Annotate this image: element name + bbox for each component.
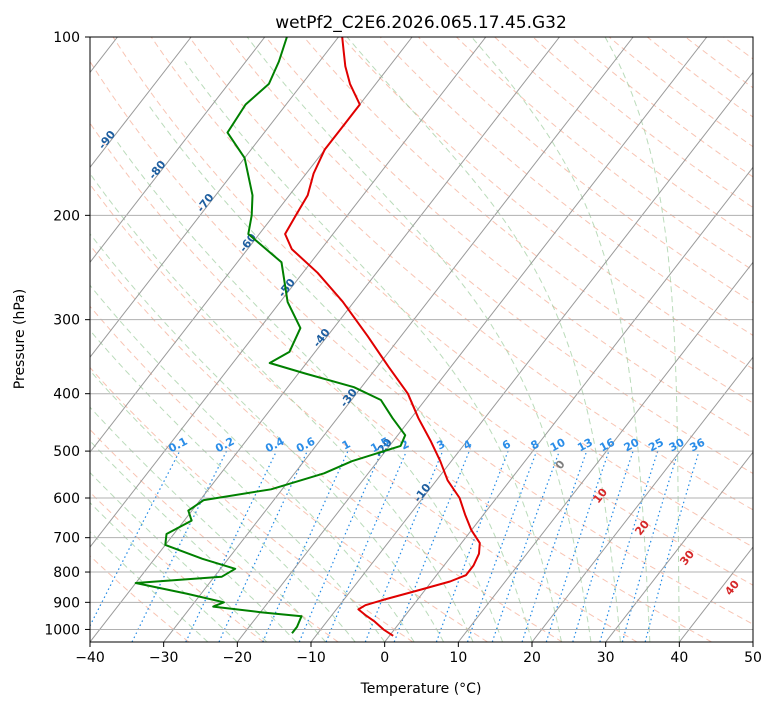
y-tick-label: 800 (53, 565, 80, 581)
x-tick-label: −20 (223, 650, 253, 666)
x-tick-label: −40 (75, 650, 105, 666)
y-axis-label: Pressure (hPa) (12, 289, 28, 389)
x-tick-label: 30 (597, 650, 615, 666)
y-tick-label: 700 (53, 531, 80, 547)
y-tick-label: 500 (53, 444, 80, 460)
y-tick-label: 600 (53, 491, 80, 507)
x-axis-label: Temperature (°C) (360, 681, 482, 697)
chart-title: wetPf2_C2E6.2026.065.17.45.G32 (275, 13, 567, 33)
y-tick-label: 200 (53, 208, 80, 224)
y-tick-label: 100 (53, 30, 80, 46)
x-tick-label: 0 (380, 650, 389, 666)
y-tick-label: 300 (53, 313, 80, 329)
x-tick-label: −30 (149, 650, 179, 666)
x-tick-label: −10 (296, 650, 326, 666)
x-tick-label: 40 (670, 650, 688, 666)
x-tick-label: 20 (523, 650, 541, 666)
y-tick-label: 1000 (44, 622, 80, 638)
y-tick-label: 400 (53, 387, 80, 403)
x-tick-label: 10 (449, 650, 467, 666)
x-tick-label: 50 (744, 650, 762, 666)
y-tick-label: 900 (53, 595, 80, 611)
